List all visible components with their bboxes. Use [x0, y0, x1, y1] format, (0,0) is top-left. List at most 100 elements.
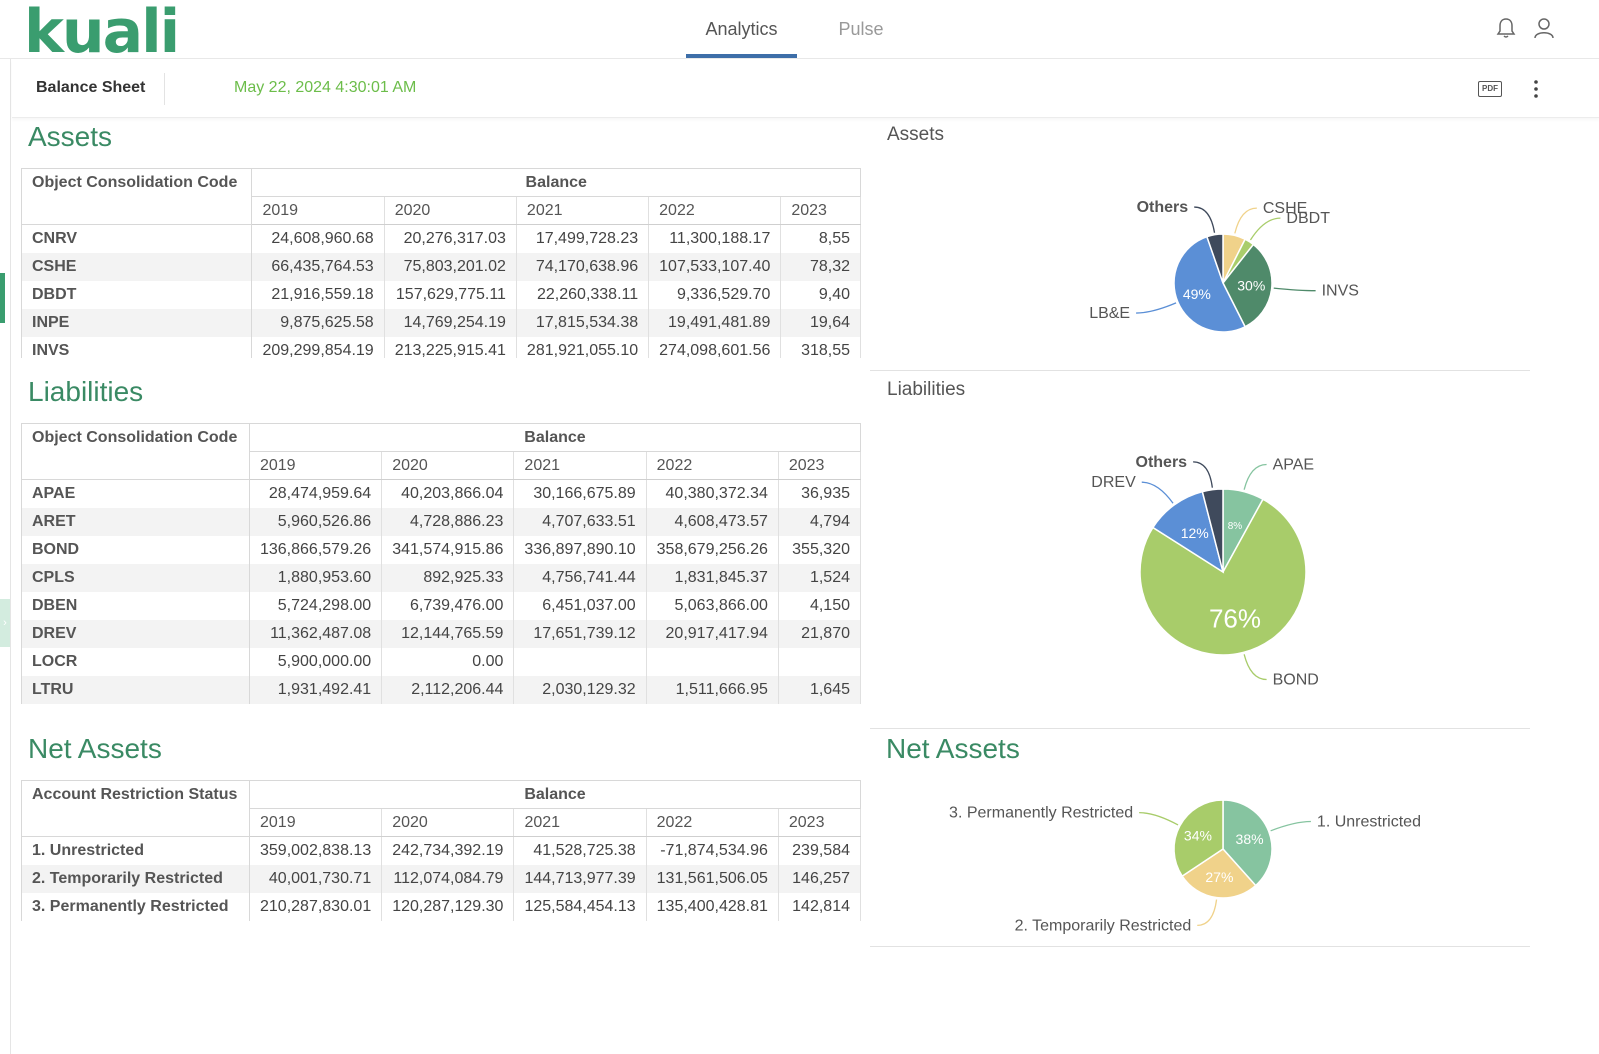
pie-slice[interactable]: [1173, 235, 1247, 333]
pie-slice[interactable]: [1151, 490, 1225, 574]
pie-slice[interactable]: [1139, 498, 1307, 656]
pdf-export-icon[interactable]: PDF: [1478, 81, 1502, 97]
table-row[interactable]: CSHE 66,435,764.53 75,803,201.02 74,170,638…: [21, 252, 861, 281]
leader-line: [1136, 302, 1177, 314]
slice-category-label: CSHE: [1263, 200, 1307, 217]
table-row[interactable]: BOND 136,866,579.26 341,574,915.86 336,897,…: [21, 535, 861, 564]
pie-slice[interactable]: [1222, 488, 1265, 573]
year-header[interactable]: 2020: [381, 451, 515, 480]
user-icon[interactable]: [1532, 16, 1556, 40]
table-cell: 146,257: [778, 864, 861, 893]
table-cell: -71,874,534.96: [646, 836, 779, 865]
pie-slice[interactable]: [1201, 488, 1224, 573]
table-row[interactable]: INPE 9,875,625.58 14,769,254.19 17,815,534.…: [21, 308, 861, 337]
slice-percent-label: 27%: [1205, 869, 1233, 885]
table-row[interactable]: 3. Permanently Restricted 210,287,830.01 1…: [21, 892, 861, 921]
corner-header[interactable]: Account Restriction Status: [21, 780, 250, 837]
table-cell: 341,574,915.86: [381, 535, 515, 564]
year-header[interactable]: 2021: [513, 451, 647, 480]
table-cell: [778, 647, 861, 676]
net-assets-chart-title: Net Assets: [886, 733, 1020, 764]
row-header: CPLS: [21, 563, 250, 592]
pie-slice[interactable]: [1222, 233, 1247, 284]
table-row[interactable]: LOCR 5,900,000.00 0.00: [21, 647, 861, 676]
row-header: 3. Permanently Restricted: [21, 892, 250, 921]
row-header: APAE: [21, 479, 250, 508]
liabilities-table[interactable]: Object Consolidation Code Balance 2019 2020…: [21, 423, 861, 715]
slice-category-label: 3. Permanently Restricted: [949, 805, 1133, 822]
table-cell: 11,362,487.08: [249, 619, 383, 648]
year-header[interactable]: 2019: [251, 196, 385, 225]
slice-category-label: 1. Unrestricted: [1317, 814, 1421, 831]
kuali-logo[interactable]: kuali: [24, 0, 180, 67]
table-cell: 142,814: [778, 892, 861, 921]
top-bar: kuali Analytics Pulse: [0, 0, 1599, 67]
table-row[interactable]: LTRU 1,931,492.41 2,112,206.44 2,030,129.32…: [21, 675, 861, 704]
leader-line: [1194, 206, 1216, 233]
year-header[interactable]: 2022: [646, 808, 779, 837]
table-cell: 1,931,492.41: [249, 675, 383, 704]
row-header: DBEN: [21, 591, 250, 620]
table-row[interactable]: DBEN 5,724,298.00 6,739,476.00 6,451,037.00…: [21, 591, 861, 620]
table-cell: 210,287,830.01: [249, 892, 383, 921]
rail-expand-handle[interactable]: ›: [0, 599, 10, 647]
table-cell: 107,533,107.40: [648, 252, 782, 281]
table-cell: 1,880,953.60: [249, 563, 383, 592]
row-header: 1. Unrestricted: [21, 836, 250, 865]
year-header[interactable]: 2021: [516, 196, 650, 225]
year-header[interactable]: 2021: [513, 808, 647, 837]
table-cell: 209,299,854.19: [251, 336, 385, 358]
net-assets-section-title: Net Assets: [28, 733, 162, 764]
table-row[interactable]: DBDT 21,916,559.18 157,629,775.11 22,260,33…: [21, 280, 861, 309]
table-cell: 336,897,890.10: [513, 535, 647, 564]
pie-slice[interactable]: [1205, 233, 1224, 284]
net-assets-table-grid: Account Restriction Status Balance 2019 202…: [21, 780, 861, 921]
year-header[interactable]: 2023: [780, 196, 861, 225]
table-row[interactable]: CNRV 24,608,960.68 20,276,317.03 17,499,728…: [21, 224, 861, 253]
table-row[interactable]: APAE 28,474,959.64 40,203,866.04 30,166,675…: [21, 479, 861, 508]
table-row[interactable]: 1. Unrestricted 359,002,838.13 242,734,392…: [21, 836, 861, 865]
assets-table[interactable]: Object Consolidation Code Balance 2019 2020…: [21, 168, 861, 358]
table-cell: 4,150: [778, 591, 861, 620]
corner-header[interactable]: Object Consolidation Code: [21, 423, 250, 480]
table-cell: 19,64: [780, 308, 861, 337]
tab-analytics[interactable]: Analytics: [686, 0, 797, 58]
table-row[interactable]: ARET 5,960,526.86 4,728,886.23 4,707,633.51…: [21, 507, 861, 536]
rail-active-marker: [0, 273, 5, 323]
panel-separator: [870, 370, 1530, 371]
year-header[interactable]: 2020: [381, 808, 515, 837]
pie-slice[interactable]: [1173, 799, 1224, 878]
table-cell: [646, 647, 779, 676]
more-options-icon[interactable]: [1524, 77, 1548, 101]
pie-slice[interactable]: [1222, 238, 1255, 284]
table-row[interactable]: 2. Temporarily Restricted 40,001,730.71 11…: [21, 864, 861, 893]
table-cell: 9,40: [780, 280, 861, 309]
year-header[interactable]: 2020: [384, 196, 517, 225]
row-header: 2. Temporarily Restricted: [21, 864, 250, 893]
year-header[interactable]: 2023: [778, 451, 861, 480]
tab-pulse[interactable]: Pulse: [838, 19, 884, 39]
table-cell: 4,794: [778, 507, 861, 536]
year-header[interactable]: 2023: [778, 808, 861, 837]
corner-header[interactable]: Object Consolidation Code: [21, 168, 253, 225]
table-cell: 5,960,526.86: [249, 507, 383, 536]
table-cell: 120,287,129.30: [381, 892, 515, 921]
year-header[interactable]: 2019: [249, 451, 383, 480]
pie-slice[interactable]: [1222, 799, 1273, 887]
year-header[interactable]: 2019: [249, 808, 383, 837]
pie-slice[interactable]: [1222, 243, 1273, 328]
bell-icon[interactable]: [1494, 16, 1518, 40]
pie-slice[interactable]: [1181, 848, 1257, 899]
year-header[interactable]: 2022: [646, 451, 779, 480]
table-row[interactable]: INVS 209,299,854.19 213,225,915.41 281,921,…: [21, 336, 861, 358]
table-row[interactable]: CPLS 1,880,953.60 892,925.33 4,756,741.44 1,…: [21, 563, 861, 592]
slice-category-label: INVS: [1322, 283, 1359, 300]
net-assets-table[interactable]: Account Restriction Status Balance 2019 202…: [21, 780, 861, 932]
table-cell: 274,098,601.56: [648, 336, 782, 358]
table-cell: 355,320: [778, 535, 861, 564]
row-header: CNRV: [21, 224, 253, 253]
table-row[interactable]: DREV 11,362,487.08 12,144,765.59 17,651,739…: [21, 619, 861, 648]
year-header[interactable]: 2022: [648, 196, 782, 225]
